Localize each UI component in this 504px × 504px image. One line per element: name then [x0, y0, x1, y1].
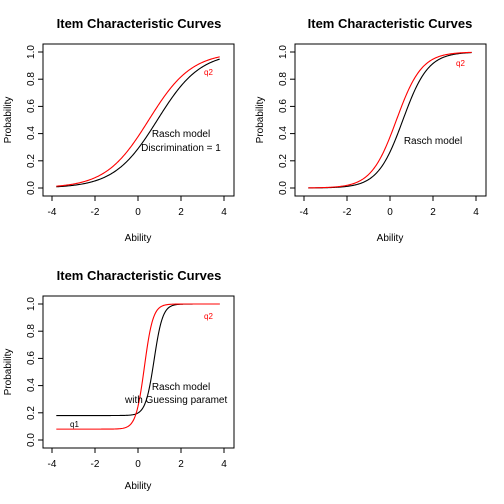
- x-tick-label: 4: [221, 207, 227, 218]
- panel-3-annotation-model: Rasch model: [152, 382, 210, 393]
- series-line-series-1: [56, 58, 220, 188]
- x-tick-label: -2: [91, 207, 100, 218]
- y-tick-label: 0.2: [26, 154, 37, 168]
- x-tick-label: 2: [178, 207, 184, 218]
- panel-3-curves: [56, 303, 220, 430]
- y-tick-label: 0.2: [278, 154, 289, 168]
- x-tick-label: 0: [387, 207, 393, 218]
- y-tick-label: 1.0: [26, 297, 37, 311]
- x-tick-label: 4: [473, 207, 479, 218]
- series-line-q2: [308, 51, 472, 189]
- panel-3-annotation-guessing: with Guessing paramet: [124, 395, 227, 406]
- series-line-series-1: [308, 52, 472, 189]
- panel-3-y-tick-labels: 0.0 0.2 0.4 0.6 0.8 1.0: [26, 297, 37, 447]
- panel-2: Item Characteristic Curves -4 -2 0 2 4 0…: [255, 16, 487, 244]
- panel-3-series-label-q2: q2: [204, 312, 213, 321]
- x-tick-label: 2: [178, 459, 184, 470]
- panel-1-annotation-model: Rasch model: [152, 129, 210, 140]
- y-tick-label: 0.6: [26, 99, 37, 113]
- series-line-q2: [56, 303, 220, 430]
- panel-1-ticks: [38, 51, 225, 201]
- y-tick-label: 0.4: [26, 126, 37, 140]
- y-tick-label: 0.0: [26, 433, 37, 447]
- panel-2-x-axis-label: Ability: [377, 233, 404, 244]
- y-tick-label: 0.4: [278, 126, 289, 140]
- y-tick-label: 0.0: [26, 181, 37, 195]
- x-tick-label: -2: [343, 207, 352, 218]
- y-tick-label: 0.8: [26, 72, 37, 86]
- y-tick-label: 1.0: [26, 45, 37, 59]
- panel-1-curves: [56, 56, 220, 188]
- panel-3: Item Characteristic Curves -4 -2 0 2 4 0…: [3, 268, 235, 492]
- series-line-q2: [56, 56, 220, 187]
- y-tick-label: 0.8: [26, 324, 37, 338]
- x-tick-label: -4: [300, 207, 309, 218]
- panel-2-ticks: [290, 51, 477, 201]
- panel-1-y-tick-labels: 0.0 0.2 0.4 0.6 0.8 1.0: [26, 45, 37, 195]
- panel-2-annotation-model: Rasch model: [404, 136, 462, 147]
- panel-3-y-axis-label: Probability: [3, 349, 14, 396]
- y-tick-label: 0.0: [278, 181, 289, 195]
- panel-1-plot-frame: [42, 43, 235, 197]
- x-tick-label: -4: [48, 207, 57, 218]
- panel-3-title: Item Characteristic Curves: [57, 268, 222, 283]
- y-tick-label: 0.4: [26, 378, 37, 392]
- panel-2-title: Item Characteristic Curves: [308, 16, 473, 31]
- panel-3-x-axis-label: Ability: [125, 481, 152, 492]
- panel-2-y-axis-label: Probability: [255, 97, 266, 144]
- x-tick-label: 4: [221, 459, 227, 470]
- panel-3-series-label-q1: q1: [70, 420, 79, 429]
- y-tick-label: 0.2: [26, 406, 37, 420]
- y-tick-label: 0.6: [26, 351, 37, 365]
- panel-1-x-axis-label: Ability: [125, 233, 152, 244]
- panel-2-x-tick-labels: -4 -2 0 2 4: [300, 207, 480, 218]
- y-tick-label: 1.0: [278, 45, 289, 59]
- x-tick-label: 2: [430, 207, 436, 218]
- panel-1: Item Characteristic Curves -4 -2 0 2 4 0…: [3, 16, 235, 244]
- y-tick-label: 0.6: [278, 99, 289, 113]
- x-tick-label: 0: [135, 207, 141, 218]
- panel-2-y-tick-labels: 0.0 0.2 0.4 0.6 0.8 1.0: [278, 45, 289, 195]
- x-tick-label: 0: [135, 459, 141, 470]
- panel-1-y-axis-label: Probability: [3, 97, 14, 144]
- panel-1-x-tick-labels: -4 -2 0 2 4: [48, 207, 228, 218]
- panel-2-series-label-q2: q2: [456, 59, 465, 68]
- panel-3-ticks: [38, 303, 225, 453]
- panel-1-annotation-discrimination: Discrimination = 1: [141, 143, 221, 154]
- panel-1-series-label-q2: q2: [204, 68, 213, 77]
- x-tick-label: -2: [91, 459, 100, 470]
- y-tick-label: 0.8: [278, 72, 289, 86]
- panel-3-x-tick-labels: -4 -2 0 2 4: [48, 459, 228, 470]
- panel-1-title: Item Characteristic Curves: [57, 16, 222, 31]
- panel-2-curves: [308, 51, 472, 189]
- x-tick-label: -4: [48, 459, 57, 470]
